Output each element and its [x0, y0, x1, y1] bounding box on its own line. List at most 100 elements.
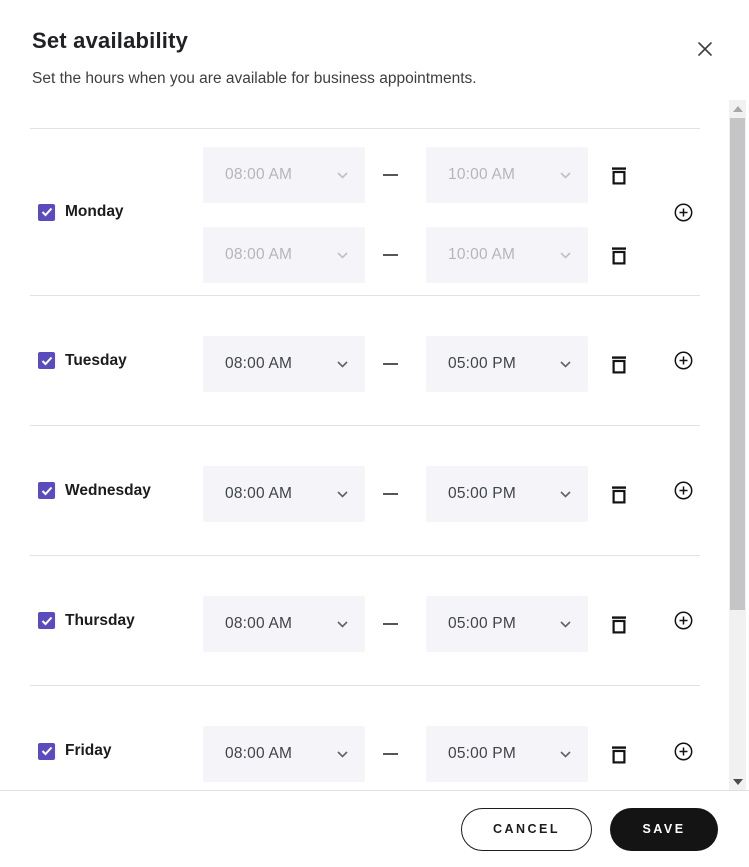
divider — [30, 128, 700, 129]
chevron-down-icon — [560, 750, 571, 758]
delete-slot-button[interactable] — [608, 352, 630, 376]
dialog-title: Set availability — [32, 28, 189, 53]
scrollbar — [729, 100, 746, 790]
delete-slot-button[interactable] — [608, 163, 630, 187]
chevron-down-icon — [560, 360, 571, 368]
chevron-down-icon — [560, 620, 571, 628]
day-row-thursday: Thursday 08:00 AM 05:00 PM — [30, 556, 700, 686]
scroll-up-button[interactable] — [729, 100, 746, 117]
monday-slot1-start-select[interactable]: 08:00 AM — [203, 147, 365, 203]
time-slot: 08:00 AM 05:00 PM — [203, 336, 700, 392]
trash-icon — [610, 744, 628, 764]
day-row-tuesday: Tuesday 08:00 AM 05:00 PM — [30, 296, 700, 426]
checkmark-icon — [41, 356, 53, 366]
day-check-friday: Friday — [38, 742, 112, 760]
add-slot-button-friday[interactable] — [671, 739, 695, 763]
monday-slot1-end-select[interactable]: 10:00 AM — [426, 147, 588, 203]
checkmark-icon — [41, 746, 53, 756]
day-row-wednesday: Wednesday 08:00 AM 05:00 PM — [30, 426, 700, 556]
friday-start-select[interactable]: 08:00 AM — [203, 726, 365, 782]
start-time-value: 08:00 AM — [225, 246, 293, 263]
cancel-button[interactable]: CANCEL — [461, 807, 592, 851]
time-slot: 08:00 AM 05:00 PM — [203, 466, 700, 522]
plus-circle-icon — [674, 351, 693, 370]
trash-icon — [610, 354, 628, 374]
checkmark-icon — [41, 616, 53, 626]
checkmark-icon — [41, 486, 53, 496]
thursday-start-select[interactable]: 08:00 AM — [203, 596, 365, 652]
close-icon — [697, 41, 713, 57]
chevron-down-icon — [337, 490, 348, 498]
end-time-value: 05:00 PM — [448, 615, 516, 632]
add-slot-button-thursday[interactable] — [671, 609, 695, 633]
range-dash — [383, 174, 398, 176]
chevron-down-icon — [560, 251, 571, 259]
thursday-end-select[interactable]: 05:00 PM — [426, 596, 588, 652]
range-dash — [383, 493, 398, 495]
tuesday-start-select[interactable]: 08:00 AM — [203, 336, 365, 392]
dialog-footer: CANCEL SAVE — [0, 790, 749, 867]
day-check-monday: Monday — [38, 203, 124, 221]
chevron-down-icon — [337, 251, 348, 259]
end-time-value: 05:00 PM — [448, 745, 516, 762]
plus-circle-icon — [674, 611, 693, 630]
monday-slot2-start-select[interactable]: 08:00 AM — [203, 227, 365, 283]
dialog-header: Set availability Set the hours when you … — [0, 0, 749, 100]
end-time-value: 05:00 PM — [448, 485, 516, 502]
wednesday-checkbox[interactable] — [38, 482, 55, 499]
chevron-down-icon — [560, 171, 571, 179]
delete-slot-button[interactable] — [608, 482, 630, 506]
end-time-value: 10:00 AM — [448, 246, 516, 263]
add-slot-button-monday[interactable] — [671, 200, 695, 224]
scroll-down-button[interactable] — [729, 773, 746, 790]
day-label: Wednesday — [65, 481, 151, 499]
range-dash — [383, 363, 398, 365]
day-check-wednesday: Wednesday — [38, 482, 151, 500]
close-button[interactable] — [694, 38, 716, 60]
add-slot-button-wednesday[interactable] — [671, 479, 695, 503]
plus-circle-icon — [674, 481, 693, 500]
chevron-down-icon — [337, 620, 348, 628]
day-row-monday: Monday 08:00 AM 10:00 AM — [30, 129, 700, 296]
chevron-down-icon — [337, 171, 348, 179]
friday-end-select[interactable]: 05:00 PM — [426, 726, 588, 782]
day-label: Friday — [65, 742, 112, 759]
add-slot-button-tuesday[interactable] — [671, 349, 695, 373]
trash-icon — [610, 484, 628, 504]
start-time-value: 08:00 AM — [225, 745, 293, 762]
plus-circle-icon — [674, 203, 693, 222]
day-label: Tuesday — [65, 351, 127, 369]
tuesday-checkbox[interactable] — [38, 352, 55, 369]
time-slot: 08:00 AM 05:00 PM — [203, 596, 700, 652]
delete-slot-button[interactable] — [608, 612, 630, 636]
end-time-value: 10:00 AM — [448, 166, 516, 183]
thursday-checkbox[interactable] — [38, 612, 55, 629]
wednesday-end-select[interactable]: 05:00 PM — [426, 466, 588, 522]
range-dash — [383, 623, 398, 625]
day-label: Thursday — [65, 611, 135, 629]
start-time-value: 08:00 AM — [225, 485, 293, 502]
time-slot: 08:00 AM 10:00 AM — [203, 227, 700, 283]
plus-circle-icon — [674, 742, 693, 761]
availability-list: Monday 08:00 AM 10:00 AM — [0, 100, 749, 790]
checkmark-icon — [41, 207, 53, 217]
chevron-down-icon — [337, 750, 348, 758]
day-check-tuesday: Tuesday — [38, 352, 127, 370]
range-dash — [383, 753, 398, 755]
day-row-friday: Friday 08:00 AM 05:00 PM — [30, 686, 700, 790]
friday-checkbox[interactable] — [38, 742, 55, 760]
wednesday-start-select[interactable]: 08:00 AM — [203, 466, 365, 522]
scrollbar-thumb[interactable] — [730, 118, 745, 610]
trash-icon — [610, 165, 628, 185]
monday-checkbox[interactable] — [38, 203, 55, 221]
day-label: Monday — [65, 203, 124, 220]
dialog-subtitle: Set the hours when you are available for… — [32, 70, 477, 87]
tuesday-end-select[interactable]: 05:00 PM — [426, 336, 588, 392]
save-button[interactable]: SAVE — [610, 807, 718, 851]
delete-slot-button[interactable] — [608, 243, 630, 267]
start-time-value: 08:00 AM — [225, 166, 293, 183]
trash-icon — [610, 245, 628, 265]
delete-slot-button[interactable] — [608, 742, 630, 766]
monday-slot2-end-select[interactable]: 10:00 AM — [426, 227, 588, 283]
